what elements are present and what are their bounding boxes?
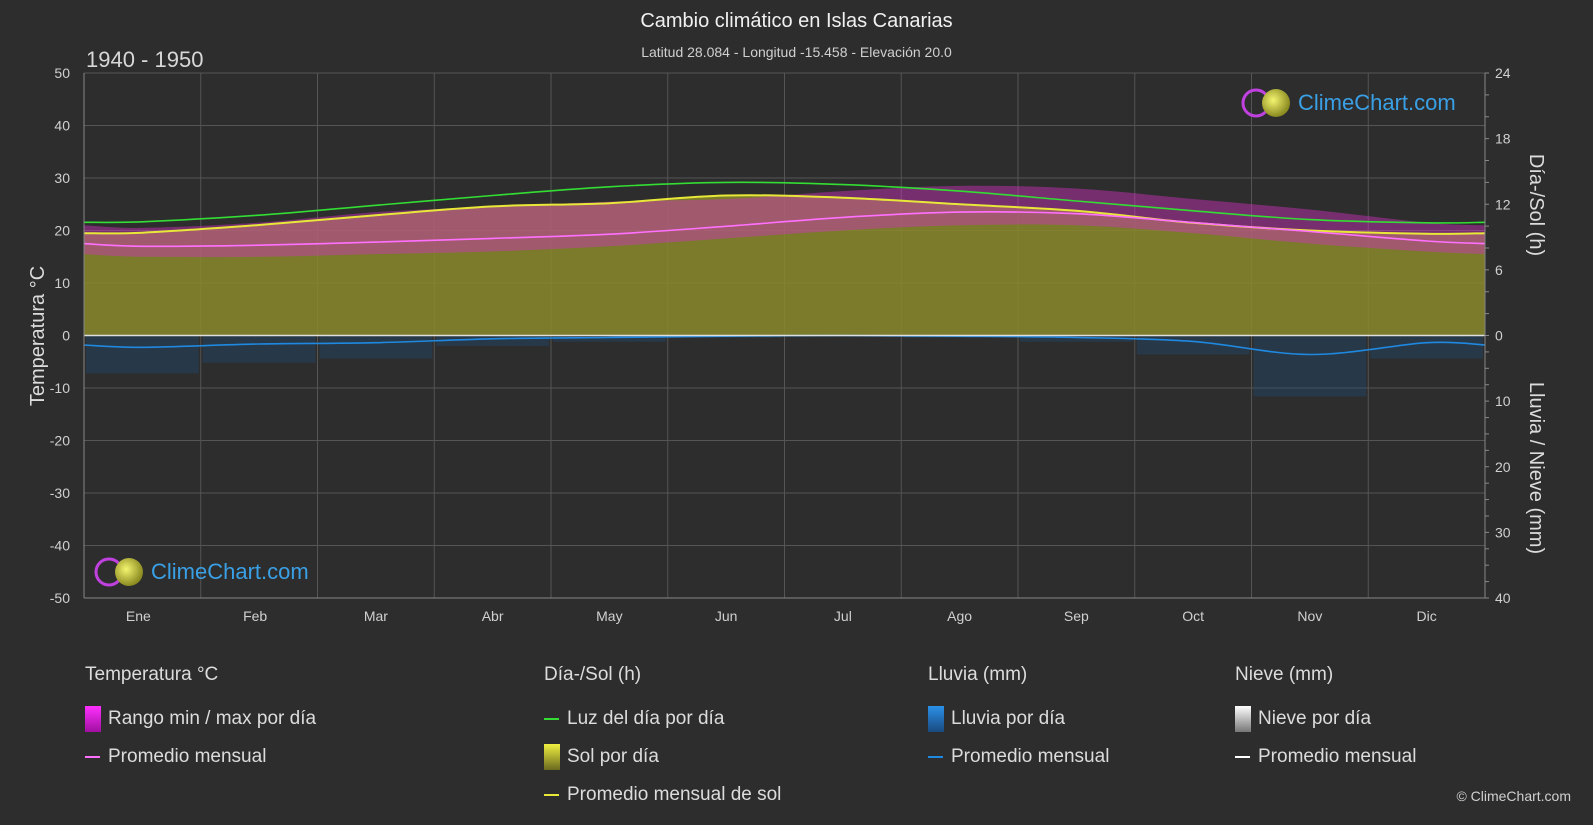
rain-bar (319, 335, 433, 359)
pink-line-icon (85, 756, 100, 758)
logo-top[interactable]: ClimeChart.com (1240, 87, 1456, 119)
magenta-swatch-icon (85, 706, 101, 732)
left-tick-label: 30 (54, 170, 70, 186)
month-label: Abr (482, 608, 504, 624)
white-line-icon (1235, 756, 1250, 758)
right-top-tick-label: 24 (1495, 65, 1511, 81)
month-label: Nov (1297, 608, 1322, 624)
legend-label: Sol por día (567, 746, 659, 767)
logo-text: ClimeChart.com (1298, 90, 1456, 115)
left-tick-label: 0 (62, 328, 70, 344)
right-bottom-tick-label: 10 (1495, 393, 1511, 409)
right-top-tick-label: 6 (1495, 262, 1503, 278)
left-tick-label: -30 (50, 485, 70, 501)
legend-item: Rango min / max por día (85, 700, 316, 738)
month-label: Feb (243, 608, 267, 624)
legend-label: Rango min / max por día (108, 708, 317, 729)
left-tick-label: 20 (54, 223, 70, 239)
legend-daylight: Día-/Sol (h) Luz del día por día Sol por… (544, 664, 781, 814)
logo-icon (1241, 88, 1290, 118)
chart-subtitle: Latitud 28.084 - Longitud -15.458 - Elev… (641, 44, 952, 60)
logo-bottom[interactable]: ClimeChart.com (93, 556, 309, 588)
legend-temperature: Temperatura °C Rango min / max por día P… (85, 664, 316, 776)
legend-label: Promedio mensual de sol (567, 784, 782, 805)
period-label: 1940 - 1950 (86, 47, 204, 72)
month-label: Ene (126, 608, 151, 624)
left-tick-label: -40 (50, 538, 70, 554)
legend-item: Luz del día por día (544, 700, 781, 738)
legend-header: Temperatura °C (85, 664, 219, 685)
sun-area (84, 195, 1485, 336)
rain-bar (1253, 335, 1367, 397)
right-axis-top-label: Día-/Sol (h) (1525, 154, 1547, 256)
left-tick-label: 10 (54, 275, 70, 291)
rain-bar (1136, 335, 1250, 355)
rain-bar (202, 335, 316, 363)
legend-header: Día-/Sol (h) (544, 664, 642, 685)
legend-item: Lluvia por día (928, 700, 1109, 738)
rain-bar (1020, 335, 1133, 342)
right-axis-bottom-label: Lluvia / Nieve (mm) (1525, 382, 1547, 554)
daylight-line (83, 181, 1486, 224)
right-top-tick-label: 0 (1495, 328, 1503, 344)
legend-item: Promedio mensual (85, 738, 316, 776)
legend-label: Promedio mensual (108, 746, 267, 767)
month-label: Oct (1182, 608, 1204, 624)
legend-item: Nieve por día (1235, 700, 1416, 738)
rain-bars (86, 335, 1483, 397)
right-bottom-tick-label: 30 (1495, 524, 1511, 540)
legend-item: Promedio mensual (1235, 738, 1416, 776)
month-label: Ago (947, 608, 972, 624)
legend-header: Nieve (mm) (1235, 664, 1334, 685)
chart-title: Cambio climático en Islas Canarias (640, 10, 953, 32)
month-label: Mar (364, 608, 388, 624)
legend-header: Lluvia (mm) (928, 664, 1028, 685)
right-top-tick-label: 18 (1495, 131, 1511, 147)
legend-label: Lluvia por día (951, 708, 1066, 729)
month-label: May (596, 608, 622, 624)
yellow-line-icon (544, 794, 559, 796)
series-lines (83, 181, 1486, 356)
rain-bar (553, 335, 666, 342)
month-label: Dic (1417, 608, 1437, 624)
right-bottom-tick-label: 20 (1495, 459, 1511, 475)
rain-bar (1370, 335, 1483, 359)
legend-label: Luz del día por día (567, 708, 725, 729)
month-label: Jul (834, 608, 852, 624)
rain-bar (86, 335, 199, 374)
left-axis-label: Temperatura °C (27, 266, 49, 406)
axes: 50 40 30 20 10 0 -10 -20 -30 -40 -50 24 18 12 6 0 10 20 30… (50, 65, 1511, 624)
green-line-icon (544, 718, 559, 720)
left-tick-label: -50 (50, 590, 70, 606)
month-label: Jun (715, 608, 738, 624)
legend-item: Promedio mensual de sol (544, 776, 781, 814)
legend-item: Sol por día (544, 738, 781, 776)
white-swatch-icon (1235, 706, 1251, 732)
climate-chart: 50 40 30 20 10 0 -10 -20 -30 -40 -50 24 18 12 6 0 10 20 30… (27, 65, 1547, 624)
left-tick-label: -20 (50, 433, 70, 449)
month-label: Sep (1064, 608, 1089, 624)
left-tick-label: 40 (54, 118, 70, 134)
left-tick-label: 50 (54, 65, 70, 81)
rain-bar (436, 335, 549, 346)
left-tick-label: -10 (50, 380, 70, 396)
legend-item: Promedio mensual (928, 738, 1109, 776)
legend-snow: Nieve (mm) Nieve por día Promedio mensua… (1235, 664, 1416, 776)
blue-line-icon (928, 756, 943, 758)
legend-label: Nieve por día (1258, 708, 1372, 729)
copyright: © ClimeChart.com (1456, 788, 1571, 804)
logo-icon (94, 557, 143, 587)
legend-label: Promedio mensual (1258, 746, 1417, 767)
legend-rain: Lluvia (mm) Lluvia por día Promedio mens… (928, 664, 1109, 776)
blue-swatch-icon (928, 706, 944, 732)
sun-fill-area (84, 195, 1485, 336)
temp-average-line (83, 211, 1486, 248)
logo-text: ClimeChart.com (151, 559, 309, 584)
right-top-tick-label: 12 (1495, 196, 1511, 212)
yellow-swatch-icon (544, 744, 560, 770)
right-bottom-tick-label: 40 (1495, 590, 1511, 606)
legend-label: Promedio mensual (951, 746, 1110, 767)
